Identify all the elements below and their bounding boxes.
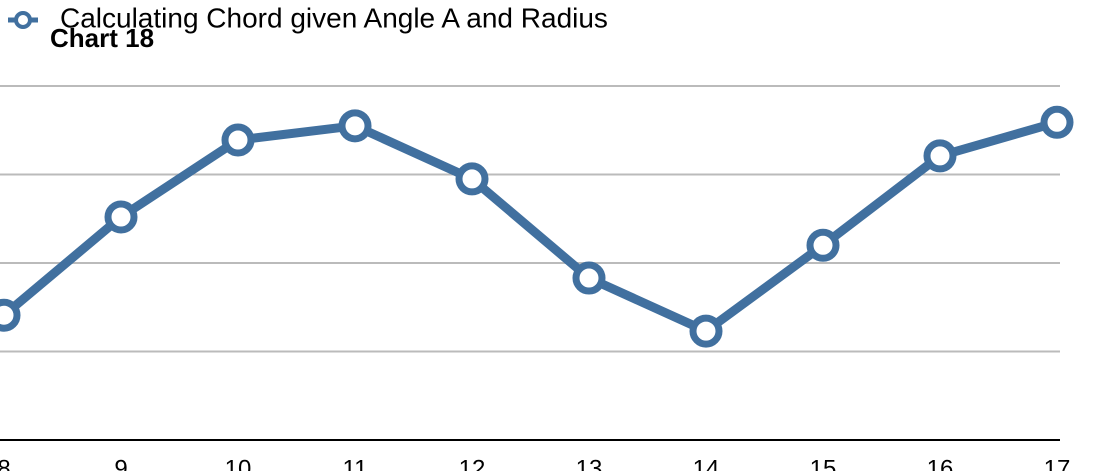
x-tick-label: 14: [693, 455, 720, 471]
legend-marker: [14, 11, 32, 29]
x-tick-label: 12: [459, 455, 486, 471]
legend-label: Calculating Chord given Angle A and Radi…: [60, 2, 608, 33]
data-point: [0, 298, 21, 332]
data-point: [572, 261, 606, 295]
x-tick-label: 9: [114, 455, 127, 471]
x-tick-label: 17: [1044, 455, 1071, 471]
x-tick-label: 15: [810, 455, 837, 471]
x-tick-label: 16: [927, 455, 954, 471]
x-tick-label: 11: [343, 455, 368, 471]
data-point: [221, 123, 255, 157]
data-point: [104, 200, 138, 234]
x-tick-label: 8: [0, 455, 11, 471]
data-point: [689, 314, 723, 348]
series-line: [1, 117, 1059, 336]
x-tick-label: 13: [576, 455, 603, 471]
data-point: [338, 109, 372, 143]
x-tick-label: 10: [225, 455, 252, 471]
data-point: [806, 228, 840, 262]
chart-title: Chart 18: [50, 23, 154, 53]
data-point: [455, 162, 489, 196]
data-point: [1040, 105, 1074, 139]
data-point: [923, 139, 957, 173]
